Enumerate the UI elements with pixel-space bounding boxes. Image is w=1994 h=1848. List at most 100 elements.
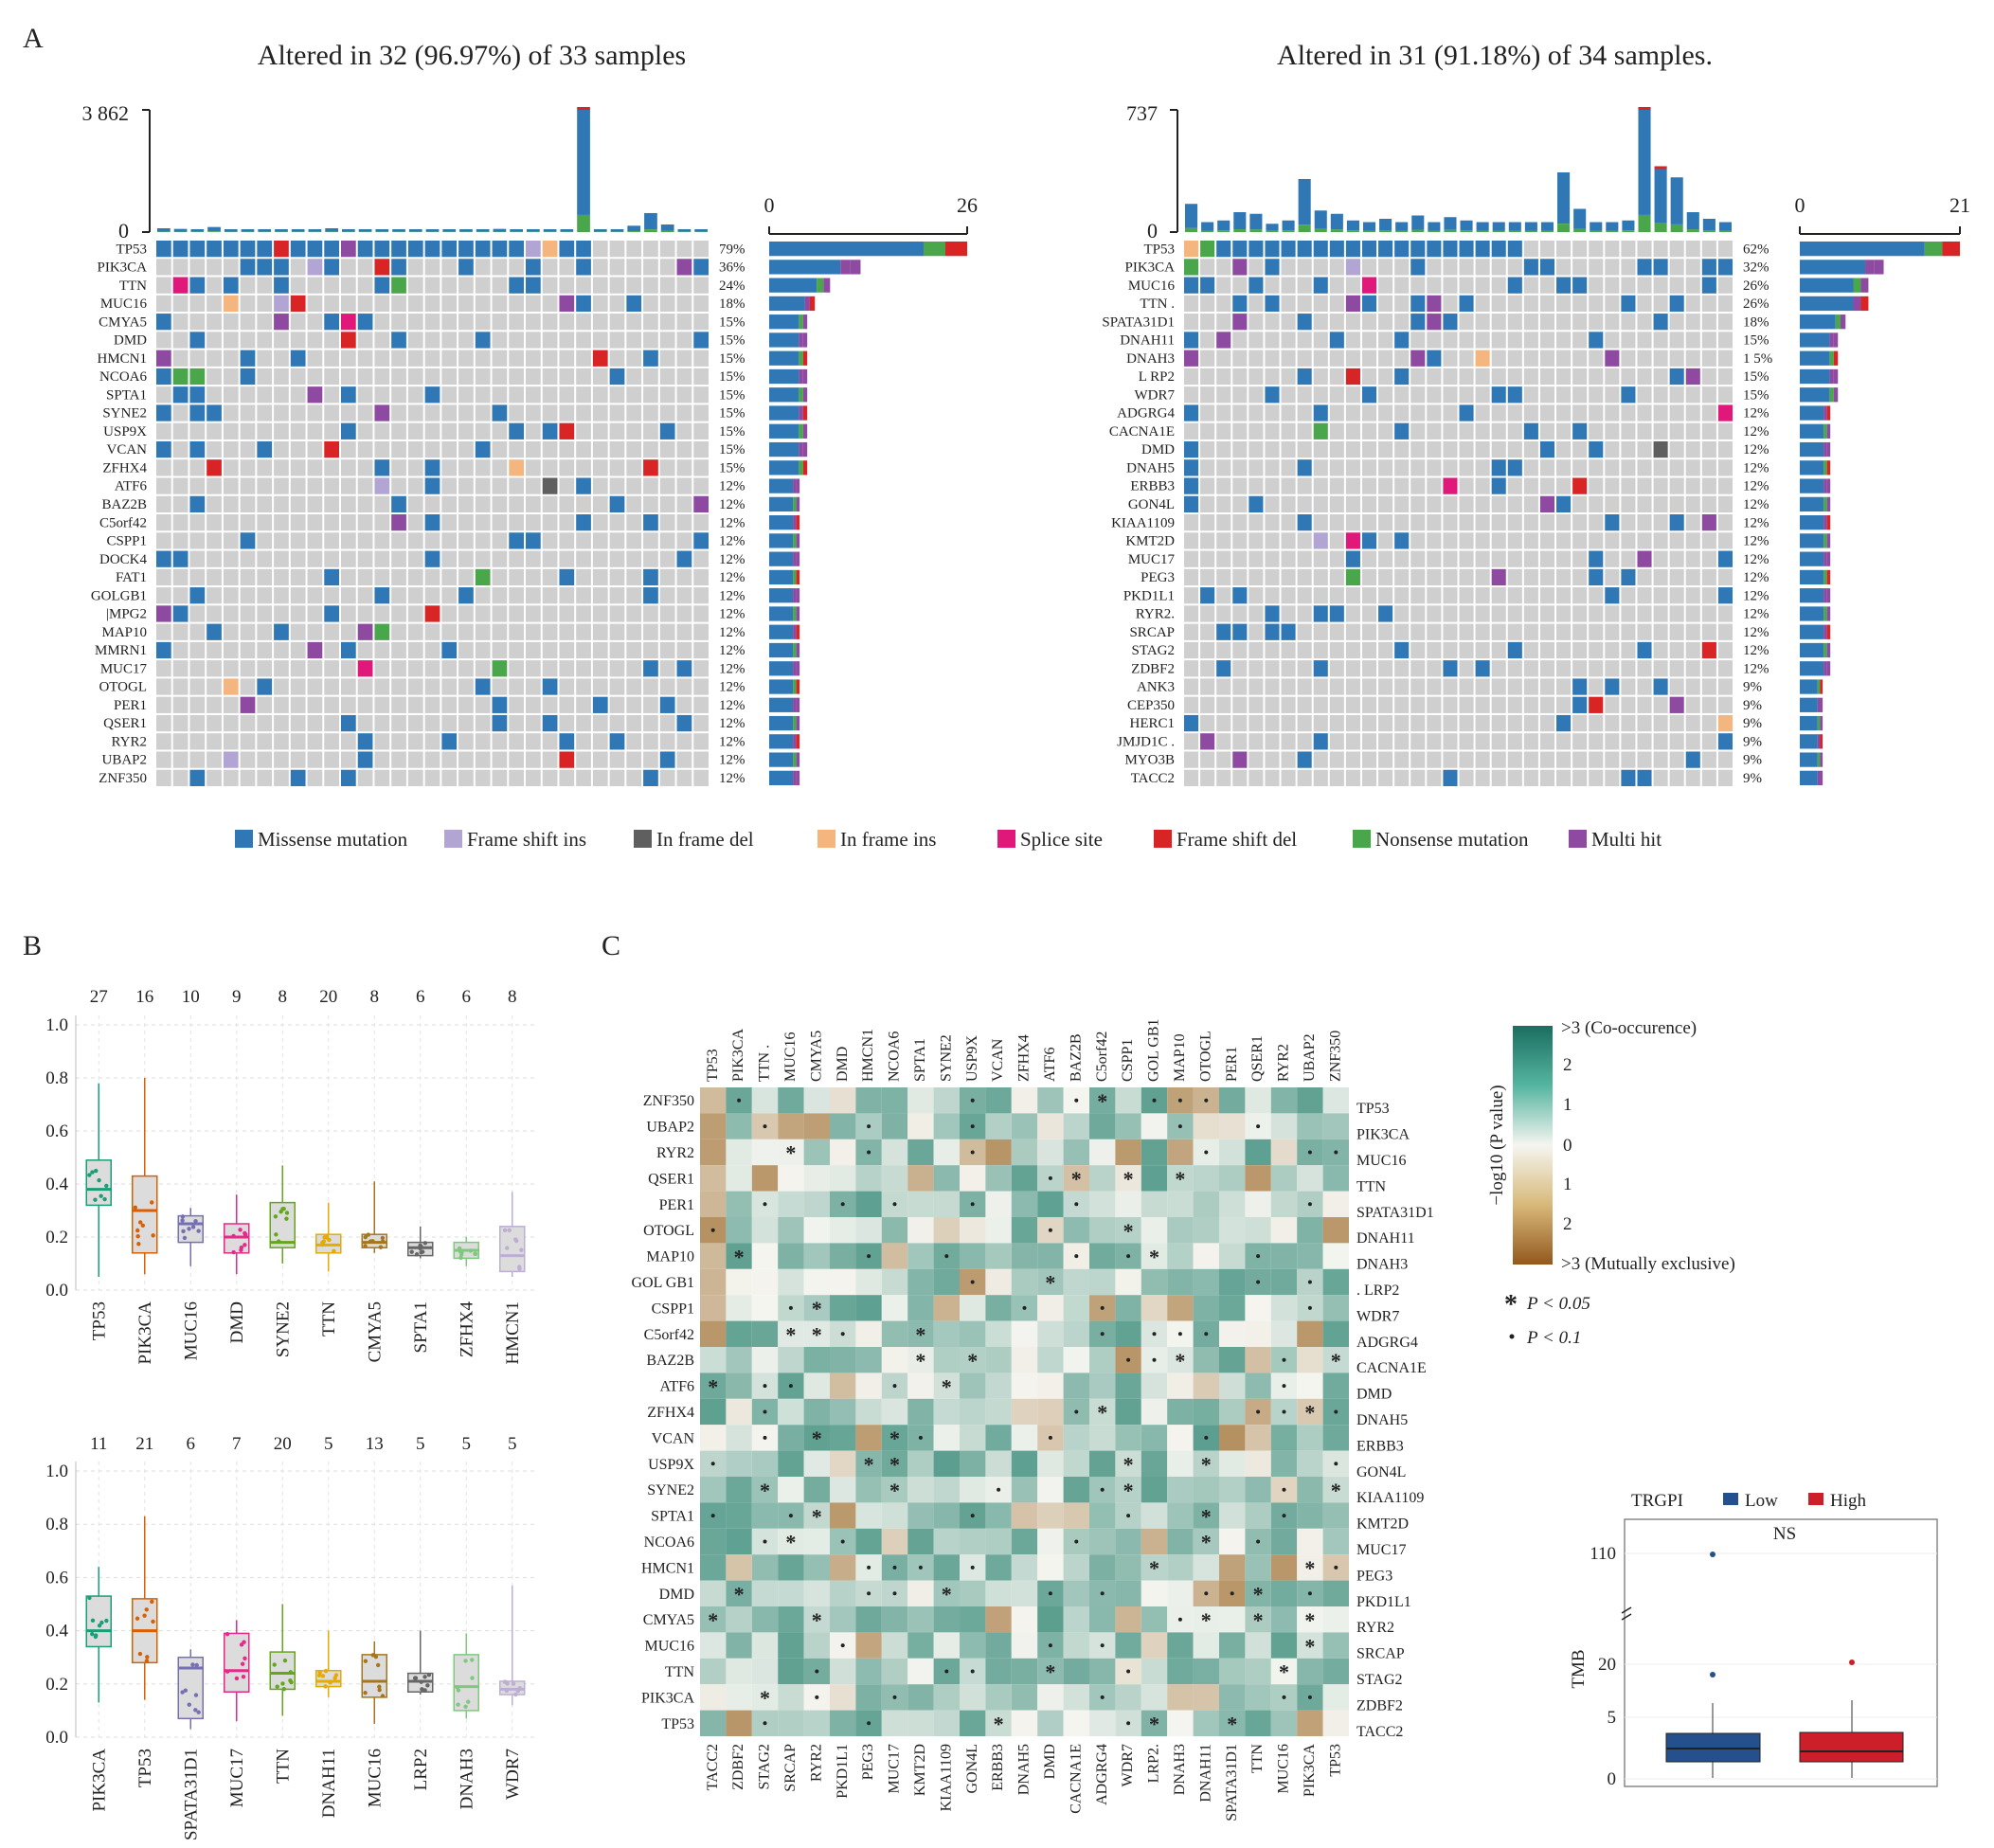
heatmap-sig-star: *	[812, 1297, 822, 1320]
tmb-bar	[1557, 171, 1571, 224]
oncoplot-cell	[1589, 605, 1604, 622]
oncoplot-cell	[1459, 368, 1474, 386]
heatmap-cell-upper	[1037, 1139, 1064, 1166]
gene-count-bar-segment	[793, 533, 797, 548]
oncoplot-cell	[1605, 587, 1620, 604]
heatmap-cell-upper	[1011, 1398, 1038, 1426]
oncoplot-cell	[676, 714, 692, 732]
oncoplot-cell	[207, 733, 222, 750]
heatmap-cell-lower	[1089, 1658, 1116, 1685]
oncoplot-cell	[290, 241, 306, 258]
oncoplot-cell	[609, 440, 625, 458]
oncoplot-percent-label: 9%	[1743, 680, 1762, 695]
oncoplot-cell	[643, 332, 658, 349]
heatmap-cell-upper	[1089, 1165, 1116, 1192]
oncoplot-cell	[341, 568, 356, 586]
heatmap-cell-lower	[907, 1528, 934, 1555]
oncoplot-cell	[676, 422, 692, 440]
tmb-bar	[1718, 222, 1732, 231]
heatmap-cell-upper	[1141, 1113, 1168, 1139]
heatmap-right-label: DMD	[1356, 1387, 1392, 1403]
heatmap-cell-upper	[1141, 1191, 1168, 1217]
oncoplot-gene-label: ZNF350	[99, 771, 147, 786]
heatmap-cell-upper	[855, 1191, 882, 1217]
oncoplot-cell	[189, 404, 206, 422]
gene-count-bar-segment	[796, 569, 800, 585]
oncoplot-cell	[1427, 514, 1442, 531]
oncoplot-cell	[592, 295, 608, 313]
oncoplot-cell	[240, 623, 256, 640]
oncoplot-cell	[424, 660, 440, 677]
gene-count-bar-segment	[1826, 405, 1831, 421]
oncoplot-cell	[676, 295, 692, 313]
oncoplot-cell	[1378, 422, 1393, 440]
oncoplot-cell	[223, 660, 239, 677]
oncoplot-cell	[156, 568, 171, 586]
gene-count-bar	[1800, 350, 1830, 366]
oncoplot-left-title: Altered in 32 (96.97%) of 33 samples	[258, 40, 686, 71]
oncoplot-cell	[290, 332, 306, 349]
boxplot-point	[241, 1675, 246, 1679]
oncoplot-cell	[1572, 295, 1588, 313]
oncoplot-cell	[240, 733, 256, 750]
oncoplot-cell	[643, 295, 658, 313]
heatmap-bottom-label: MUC16	[1276, 1744, 1292, 1793]
heatmap-cell-upper	[726, 1268, 752, 1296]
oncoplot-cell	[207, 368, 222, 386]
heatmap-bottom-label: KMT2D	[912, 1744, 928, 1796]
oncoplot-cell	[1329, 587, 1344, 604]
oncoplot-cell	[492, 477, 508, 494]
oncoplot-cell	[1313, 678, 1328, 695]
oncoplot-cell	[257, 769, 273, 786]
heatmap-sig-dot	[1282, 1409, 1286, 1414]
oncoplot-cell	[1459, 459, 1474, 476]
heatmap-right-label: PEG3	[1356, 1568, 1392, 1584]
tmb-legend-low-key	[1723, 1493, 1738, 1505]
oncoplot-cell	[1669, 314, 1684, 331]
oncoplot-cell	[1459, 295, 1474, 313]
oncoplot-cell	[1329, 350, 1344, 367]
heatmap-sig-dot	[1334, 1565, 1338, 1570]
heatmap-cell-lower	[1322, 1502, 1349, 1529]
heatmap-cell-lower	[1219, 1502, 1246, 1529]
oncoplot-cell	[458, 459, 474, 476]
oncoplot-cell	[643, 477, 658, 494]
heatmap-cell-lower	[1011, 1632, 1038, 1659]
oncoplot-cell	[1248, 404, 1264, 422]
heatmap-row-label: VCAN	[652, 1430, 695, 1446]
oncoplot-cell	[1459, 514, 1474, 531]
heatmap-cell-lower	[960, 1580, 986, 1606]
tmb-bar-segment	[1540, 230, 1554, 232]
oncoplot-gene-label: SPATA31D1	[1102, 314, 1175, 330]
oncoplot-cell	[290, 459, 306, 476]
heatmap-sig-dot	[1282, 1357, 1286, 1362]
heatmap-bottom-label: DNAH11	[1197, 1744, 1213, 1803]
oncoplot-cell	[1394, 678, 1410, 695]
oncoplot-cell	[223, 314, 239, 331]
oncoplot-cell	[542, 568, 558, 586]
gene-count-bar-segment	[1942, 242, 1960, 257]
heatmap-cell-lower	[1011, 1450, 1038, 1477]
heatmap-cell-upper	[1167, 1139, 1194, 1166]
gene-count-bar-segment	[1820, 697, 1823, 712]
oncoplot-cell	[492, 422, 508, 440]
oncoplot-cell	[1556, 477, 1572, 494]
heatmap-sig-star: *	[1175, 1167, 1185, 1191]
heatmap-cell-lower	[881, 1606, 908, 1633]
oncoplot-cell	[1313, 660, 1328, 677]
oncoplot-cell	[1605, 350, 1620, 367]
oncoplot-cell	[341, 769, 356, 786]
oncoplot-cell	[1621, 733, 1636, 750]
oncoplot-cell	[1459, 440, 1474, 458]
oncoplot-cell	[592, 277, 608, 294]
heatmap-sig-star: *	[708, 1608, 718, 1632]
oncoplot-cell	[1621, 587, 1636, 604]
gene-count-bar-segment	[802, 460, 808, 475]
oncoplot-cell	[189, 514, 206, 531]
tmb-bar	[1460, 220, 1473, 231]
heatmap-cell-upper	[960, 1217, 986, 1244]
gene-count-bar-segment	[796, 606, 800, 621]
oncoplot-cell	[1556, 550, 1572, 567]
heatmap-cell-lower	[1245, 1217, 1271, 1244]
oncoplot-cell	[374, 350, 390, 367]
